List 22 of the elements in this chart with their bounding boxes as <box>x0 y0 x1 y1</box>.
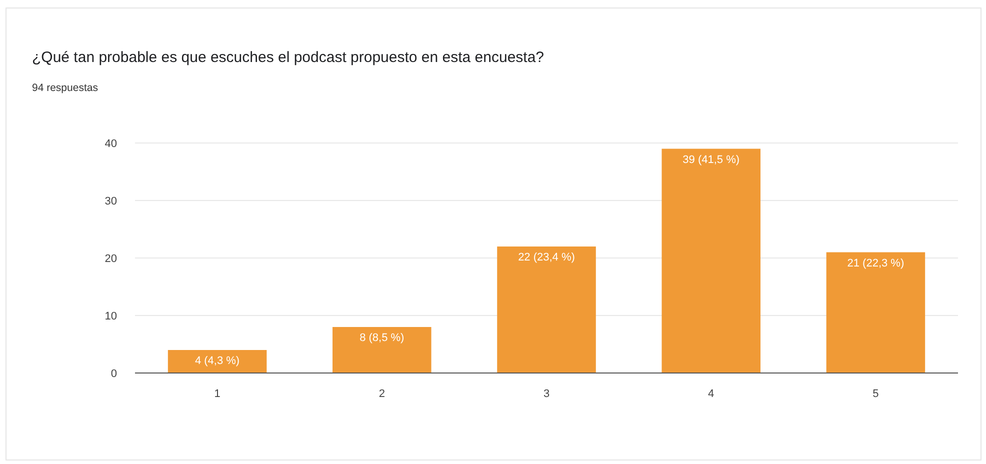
bar <box>662 148 760 373</box>
x-tick-label: 1 <box>214 388 220 400</box>
data-label: 22 (23,4 %) <box>518 252 575 264</box>
bar <box>332 327 432 373</box>
data-label: 21 (22,3 %) <box>847 257 904 270</box>
y-tick-label: 20 <box>104 253 117 265</box>
y-tick-label: 0 <box>110 368 117 380</box>
bar <box>497 246 596 373</box>
x-tick-label: 2 <box>378 388 385 400</box>
data-label: 39 (41,5 %) <box>682 154 740 166</box>
chart-title: ¿Qué tan probable es que escuches el podcast propuesto en esta encuesta? <box>32 49 544 66</box>
y-tick-label: 10 <box>104 310 117 322</box>
y-tick-label: 30 <box>104 196 117 208</box>
x-tick-label: 4 <box>708 388 714 400</box>
chart-subtitle: 94 respuestas <box>32 82 98 94</box>
y-tick-label: 40 <box>104 138 117 150</box>
bar <box>168 350 267 373</box>
x-tick-label: 5 <box>872 388 879 400</box>
data-label: 4 (4,3 %) <box>194 355 240 367</box>
x-tick-label: 3 <box>543 388 550 400</box>
data-label: 8 (8,5 %) <box>360 332 404 344</box>
bar <box>826 252 926 373</box>
